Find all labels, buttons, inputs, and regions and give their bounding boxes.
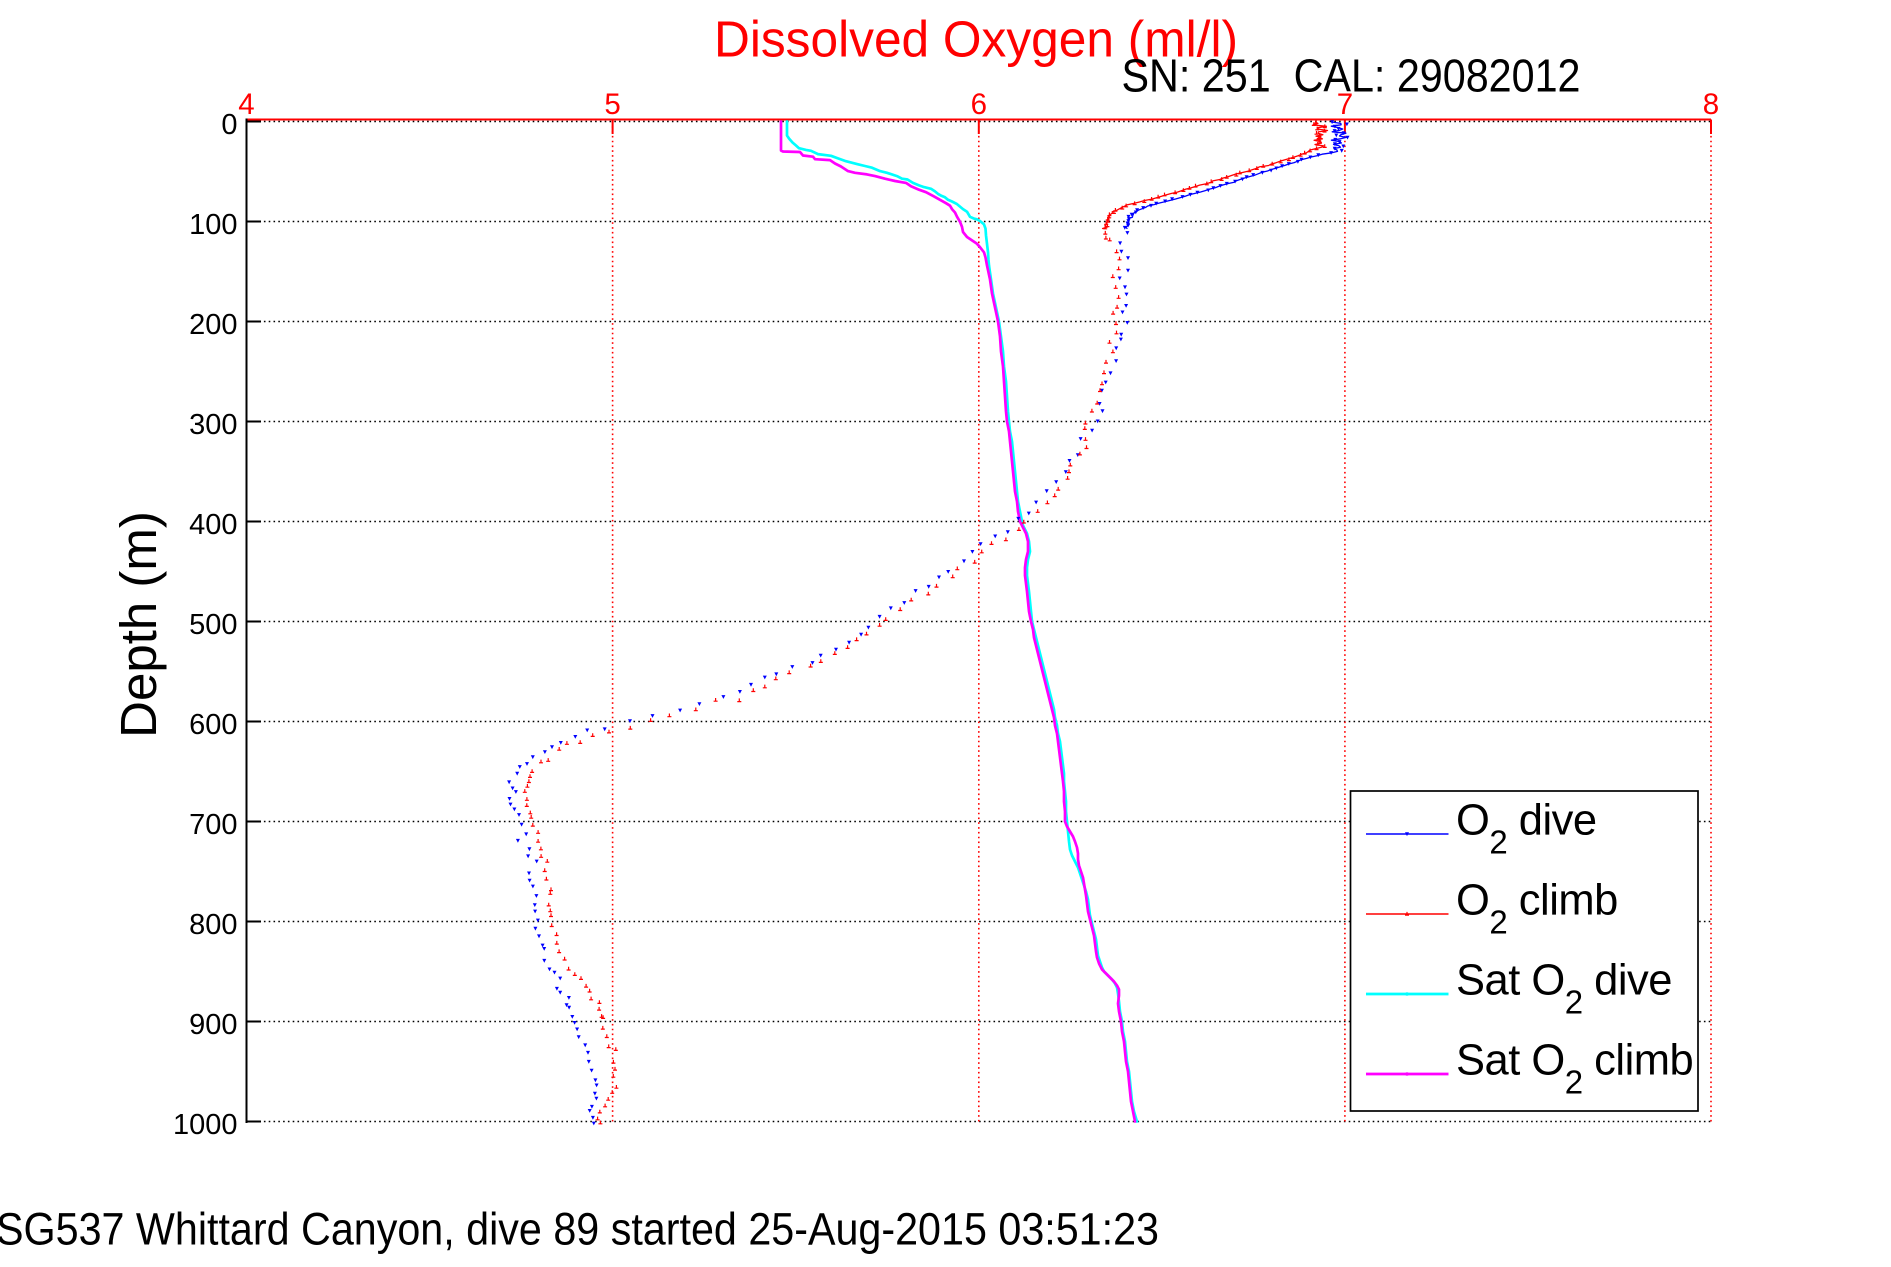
- svg-text:4: 4: [238, 88, 254, 121]
- svg-text:600: 600: [189, 709, 237, 741]
- svg-text:100: 100: [189, 209, 237, 241]
- svg-text:300: 300: [189, 409, 237, 441]
- svg-text:SG537 Whittard Canyon, dive 89: SG537 Whittard Canyon, dive 89 started 2…: [0, 1204, 1159, 1255]
- svg-text:7: 7: [1337, 88, 1353, 121]
- svg-text:6: 6: [971, 88, 987, 121]
- svg-text:500: 500: [189, 609, 237, 641]
- svg-text:5: 5: [604, 88, 620, 121]
- svg-text:SN: 251 CAL: 29082012: SN: 251 CAL: 29082012: [1122, 50, 1581, 102]
- svg-text:400: 400: [189, 509, 237, 541]
- svg-text:Dissolved Oxygen (ml/l): Dissolved Oxygen (ml/l): [714, 11, 1238, 68]
- svg-text:800: 800: [189, 909, 237, 941]
- svg-text:900: 900: [189, 1009, 237, 1041]
- svg-text:0: 0: [221, 109, 237, 141]
- svg-text:Depth (m): Depth (m): [110, 511, 167, 738]
- svg-text:700: 700: [189, 809, 237, 841]
- svg-text:1000: 1000: [173, 1109, 238, 1141]
- svg-text:200: 200: [189, 309, 237, 341]
- svg-text:8: 8: [1703, 88, 1719, 121]
